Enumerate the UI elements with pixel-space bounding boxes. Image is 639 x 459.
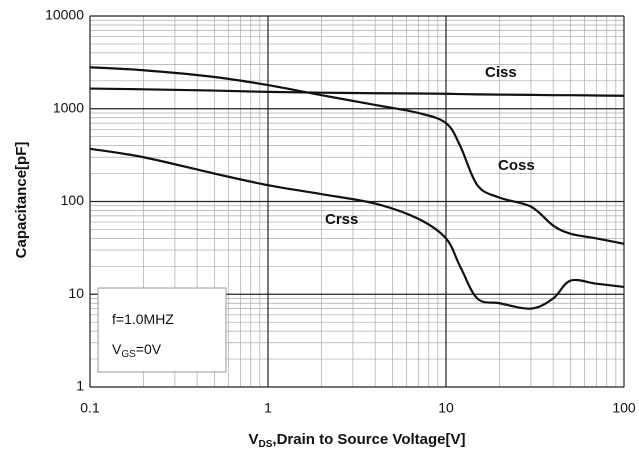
note-text-part: GS <box>121 349 136 360</box>
series-line <box>89 147 625 310</box>
note-text-part: =0V <box>136 341 162 357</box>
x-tick-label: 100 <box>612 400 636 416</box>
note-text: f=1.0MHZ <box>112 311 174 327</box>
y-axis-label: Capacitance[pF] <box>13 142 30 259</box>
note-box <box>97 287 227 373</box>
x-tick-label: 0.1 <box>80 400 100 416</box>
y-tick-label: 1 <box>76 378 84 394</box>
x-tick-label: 10 <box>438 400 454 416</box>
x-axis-label-part: DS <box>259 439 273 450</box>
series-line <box>89 66 625 245</box>
note-text-part: V <box>112 341 122 357</box>
x-axis-label-part: ,Drain to Source Voltage[V] <box>272 431 465 448</box>
x-axis-label-part: V <box>248 431 258 448</box>
y-tick-label: 10 <box>68 285 84 301</box>
series-label: Coss <box>498 157 535 174</box>
y-tick-label: 1000 <box>53 99 84 115</box>
series-line <box>89 87 625 97</box>
x-axis-label: VDS,Drain to Source Voltage[V] <box>248 431 465 450</box>
note-text-part: f=1.0MHZ <box>112 311 174 327</box>
y-tick-label: 10000 <box>45 7 84 23</box>
x-tick-label: 1 <box>264 400 272 416</box>
y-tick-label: 100 <box>61 192 85 208</box>
series-label: Ciss <box>485 64 517 81</box>
series-label: Crss <box>325 211 358 228</box>
note-text: VGS=0V <box>112 341 162 360</box>
